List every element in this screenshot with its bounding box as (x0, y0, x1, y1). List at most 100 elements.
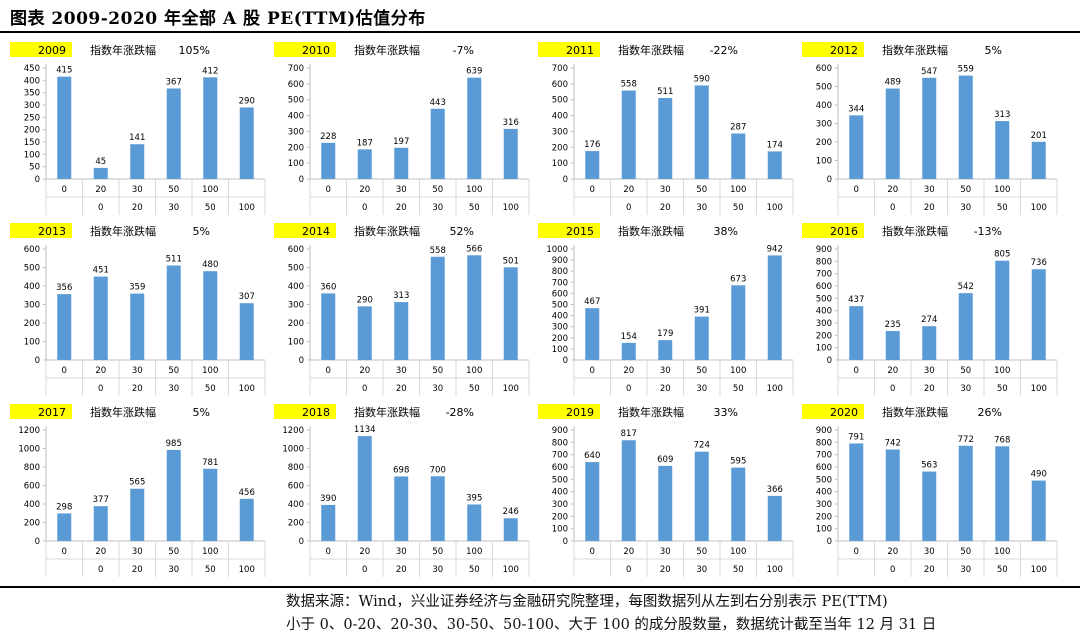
year-highlight (274, 223, 336, 238)
data-label: 791 (848, 432, 864, 442)
bar-2015-3 (694, 316, 709, 360)
x-tick-label-bottom: 20 (924, 384, 935, 394)
return-label: 指数年涨跌幅 (90, 43, 156, 57)
x-tick-label-top: 0 (62, 366, 67, 376)
bar-2017-4 (203, 468, 218, 541)
data-label: 490 (1031, 470, 1047, 480)
x-tick-label-top: 30 (396, 185, 407, 195)
data-label: 360 (320, 282, 336, 292)
x-tick-label-top: 30 (660, 366, 671, 376)
x-tick-label-bottom: 20 (396, 384, 407, 394)
chart-panel-2017: 2017 指数年涨跌幅 5% 0 200 400 600 800 1000 1200 298 0 377… (8, 402, 270, 580)
data-label: 558 (430, 246, 446, 256)
y-tick-label: 600 (288, 482, 304, 492)
data-label: 307 (239, 292, 255, 302)
x-tick-label-top: 0 (326, 366, 331, 376)
y-tick-label: 800 (816, 257, 832, 267)
data-label: 141 (129, 133, 145, 143)
bar-2018-2 (394, 476, 409, 541)
chart-panel-2016: 2016 指数年涨跌幅 -13% 0 100 200 300 400 500 600 700 800 9… (800, 221, 1062, 399)
y-tick-label: 400 (552, 488, 568, 498)
data-label: 395 (466, 493, 482, 503)
data-label: 595 (730, 457, 746, 467)
y-tick-label: 400 (816, 307, 832, 317)
x-tick-label-top: 0 (62, 185, 67, 195)
chart-svg-2020: 2020 指数年涨跌幅 26%010020030040050060070080090… (802, 404, 1058, 577)
x-tick-label-bottom: 50 (733, 565, 744, 575)
x-tick-label-bottom: 100 (503, 565, 519, 575)
bar-2010-3 (430, 108, 445, 179)
data-label: 772 (958, 435, 974, 445)
bar-2016-1 (885, 331, 900, 360)
x-tick-label-top: 20 (887, 185, 898, 195)
y-tick-label: 0 (827, 356, 832, 366)
x-tick-label-bottom: 20 (924, 203, 935, 213)
y-tick-label: 700 (552, 278, 568, 288)
x-tick-label-bottom: 0 (98, 384, 103, 394)
bar-2019-2 (658, 465, 673, 541)
title-rule (0, 31, 1080, 33)
data-label: 817 (621, 429, 637, 439)
y-tick-label: 500 (816, 83, 832, 93)
data-label: 367 (166, 77, 182, 87)
bar-2011-4 (731, 133, 746, 179)
x-tick-label-bottom: 30 (168, 565, 179, 575)
y-tick-label: 400 (552, 112, 568, 122)
bar-2013-1 (93, 276, 108, 360)
bar-2011-3 (694, 85, 709, 179)
bar-2015-0 (585, 308, 600, 360)
bar-2010-1 (357, 149, 372, 179)
x-tick-label-bottom: 30 (960, 203, 971, 213)
x-tick-label-top: 0 (326, 547, 331, 557)
x-tick-label-top: 50 (432, 547, 443, 557)
x-tick-label-bottom: 20 (132, 565, 143, 575)
x-tick-label-bottom: 0 (626, 565, 631, 575)
bar-2017-1 (93, 506, 108, 541)
data-label: 559 (958, 65, 974, 75)
data-label: 805 (994, 250, 1010, 260)
x-tick-label-top: 100 (994, 547, 1010, 557)
data-label: 501 (503, 256, 519, 266)
y-tick-label: 100 (24, 150, 40, 160)
bar-2016-5 (1031, 269, 1046, 360)
chart-panel-2019: 2019 指数年涨跌幅 33% 0 100 200 300 400 500 600 700 800 90… (536, 402, 798, 580)
x-tick-label-bottom: 100 (767, 565, 783, 575)
return-value: -28% (446, 406, 474, 419)
y-tick-label: 1200 (282, 426, 304, 436)
y-tick-label: 100 (24, 338, 40, 348)
y-tick-label: 200 (552, 334, 568, 344)
y-tick-label: 700 (552, 451, 568, 461)
y-tick-label: 600 (288, 245, 304, 255)
x-tick-label-top: 20 (887, 547, 898, 557)
y-tick-label: 900 (552, 426, 568, 436)
x-tick-label-top: 50 (432, 185, 443, 195)
y-tick-label: 300 (816, 120, 832, 130)
data-label: 467 (584, 297, 600, 307)
year-highlight (10, 404, 72, 419)
return-value: 26% (978, 406, 1002, 419)
data-label: 316 (503, 118, 519, 128)
bar-2014-3 (430, 256, 445, 360)
bar-2009-5 (239, 107, 254, 179)
y-tick-label: 900 (552, 256, 568, 266)
y-tick-label: 500 (816, 294, 832, 304)
y-tick-label: 600 (816, 64, 832, 74)
return-label: 指数年涨跌幅 (882, 405, 948, 419)
year-highlight (10, 223, 72, 238)
y-tick-label: 500 (816, 475, 832, 485)
y-tick-label: 400 (552, 312, 568, 322)
x-tick-label-top: 30 (132, 547, 143, 557)
data-label: 174 (767, 140, 783, 150)
bar-2010-5 (503, 128, 518, 179)
chart-svg-2015: 2015 指数年涨跌幅 38%010020030040050060070080090… (538, 223, 794, 396)
year-label: 2015 (566, 225, 594, 238)
year-label: 2017 (38, 406, 66, 419)
x-tick-label-top: 30 (924, 366, 935, 376)
y-tick-label: 600 (816, 463, 832, 473)
return-value: 5% (985, 44, 1002, 57)
y-tick-label: 100 (816, 344, 832, 354)
x-tick-label-top: 20 (623, 185, 634, 195)
bar-2019-0 (585, 462, 600, 541)
x-tick-label-top: 100 (994, 185, 1010, 195)
chart-panel-2010: 2010 指数年涨跌幅 -7% 0 100 200 300 400 500 600 700 228 0 1… (272, 40, 534, 218)
